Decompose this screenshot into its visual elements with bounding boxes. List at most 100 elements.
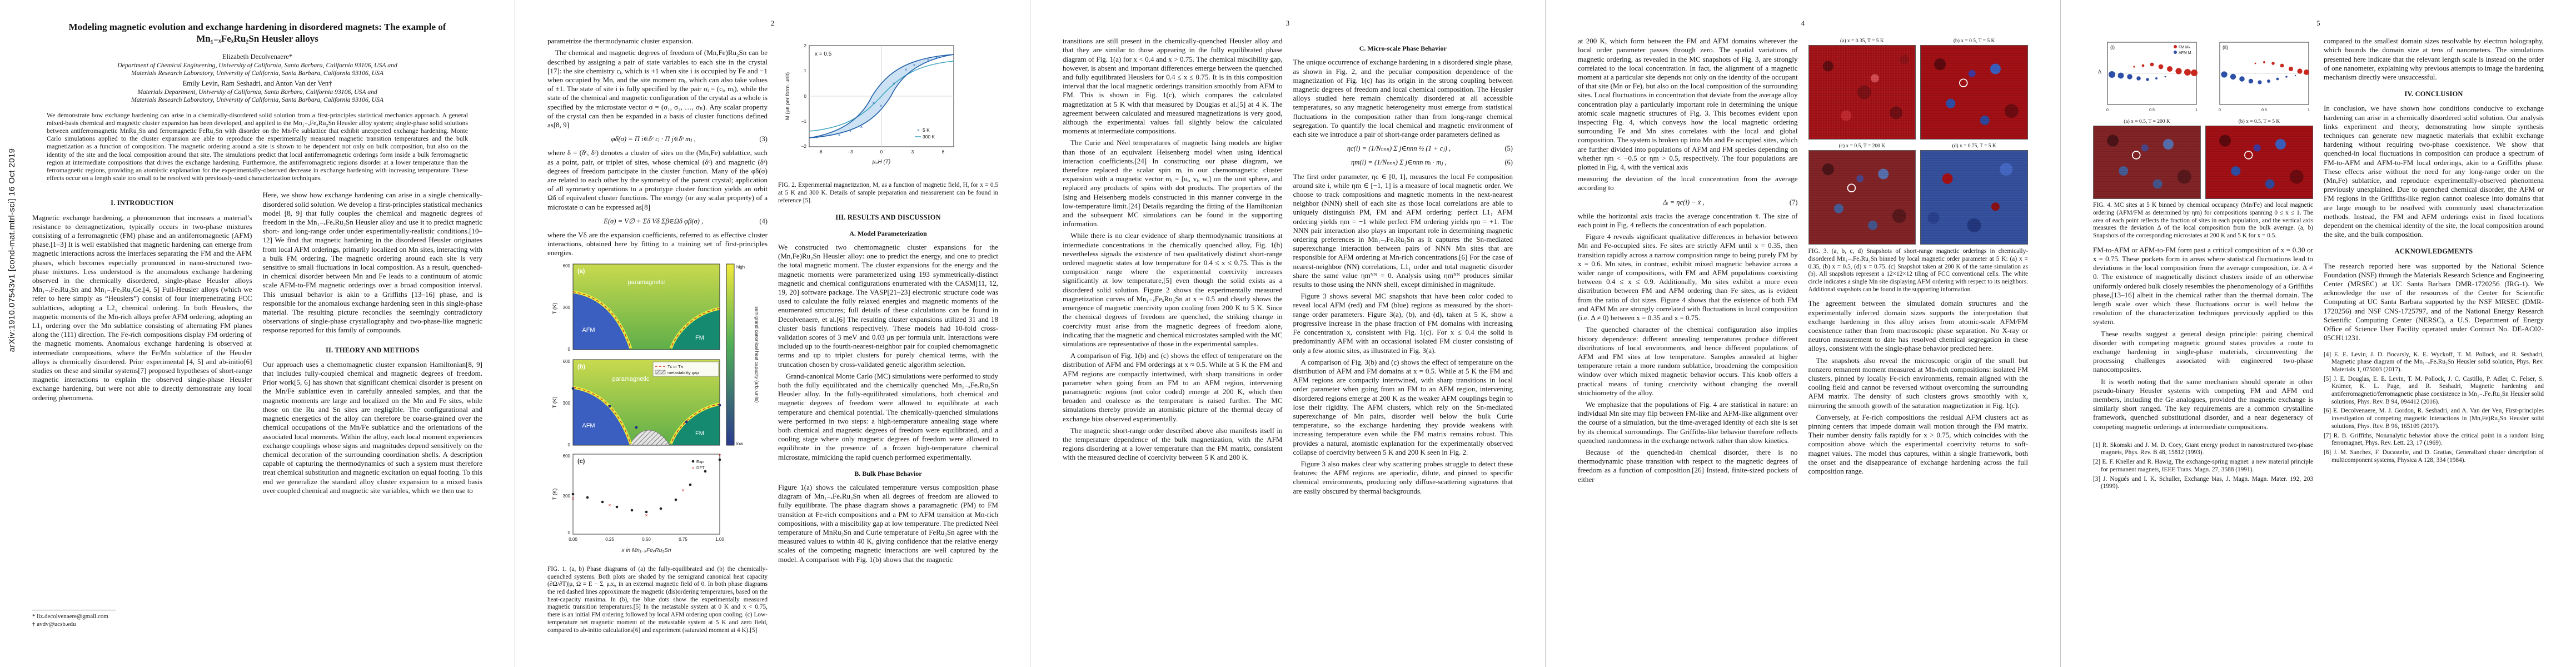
snapshot-label: (a) x = 0.35, T = 5 K	[1840, 38, 1884, 44]
x-axis-label: x in Mn₁₋ₓFeₓRu₂Sn	[621, 547, 671, 554]
equation-number: (4)	[759, 217, 768, 225]
footnote-email-2[interactable]: † avdv@ucsb.edu	[32, 621, 76, 628]
paramagnetic-label: paramagnetic	[612, 376, 650, 382]
paragraph: These results suggest a general design p…	[2093, 329, 2313, 374]
reference-entry: [7] R. B. Griffiths, Nonanalytic behavio…	[2324, 432, 2544, 447]
paragraph: FM-to-AFM or AFM-to-FM form past a criti…	[2093, 245, 2313, 326]
equation-5: ηc(i) = (1/Nₙₙₙ) Σ j∈nnn ½ (1 + cⱼ) , (5…	[1293, 144, 1513, 153]
axis-tick-label: 300	[563, 305, 571, 310]
equation-body: ηm(i) = (1/Nₙₙₙ) Σ j∈nnn mᵢ · mⱼ ,	[1351, 158, 1447, 167]
equation-number: (5)	[1504, 145, 1513, 153]
author-2: Emily Levin, Ram Seshadri, and Anton Van…	[182, 79, 332, 87]
axis-tick-label: 0.00	[569, 537, 577, 542]
axis-tick-label: 0.5	[2261, 108, 2267, 112]
svg-text:×: ×	[893, 81, 895, 86]
panel-tag: (i)	[2110, 44, 2115, 50]
footnote-block: * liz.decolvenaere@gmail.com † avdv@ucsb…	[32, 603, 252, 629]
composition-annotation: x = 0.5	[815, 51, 832, 57]
figure-1-caption: FIG. 1. (a, b) Phase diagrams of (a) the…	[547, 565, 768, 634]
paragraph: In conclusion, we have shown how conditi…	[2324, 104, 2544, 239]
equation-number: (7)	[1789, 198, 1798, 206]
paragraph: The first order parameter, ηc ∈ [0, 1], …	[1293, 172, 1513, 289]
reference-entry: [5] J. E. Douglas, E. E. Levin, T. M. Po…	[2324, 375, 2544, 405]
mc-snapshot-image	[1808, 150, 1916, 245]
snapshot-label: (c) x = 0.5, T = 200 K	[1838, 143, 1886, 150]
axis-tick-label: 3	[911, 150, 914, 155]
paragraph: The research reported here was supported…	[2324, 261, 2544, 342]
paragraph: Conversely, at Fe-rich compositions the …	[1808, 412, 2029, 476]
y-axis-label: T (K)	[552, 488, 558, 500]
afm-label: AFM	[582, 422, 595, 429]
axis-tick-label: 0	[880, 150, 883, 155]
paragraph: The snapshots also reveal the microscopi…	[1808, 356, 2029, 410]
axis-tick-label: 2	[804, 43, 807, 48]
equation-7: Δᵢ = ηc(i) − x̄ , (7)	[1578, 198, 1798, 207]
colorbar-low-label: low	[736, 441, 743, 446]
svg-text:×: ×	[927, 57, 930, 62]
equation-number: (3)	[759, 135, 768, 143]
axis-tick-label: 0.50	[642, 537, 651, 542]
figure-2: × × × × × × × × × × × x = 0.5 × 5 K 300 K 2 1 0	[778, 38, 998, 179]
subsection-heading-microscale: C. Micro-scale Phase Behavior	[1359, 44, 1447, 53]
author-1: Elizabeth Decolvenaere*	[222, 53, 293, 61]
affiliation-1b: Materials Research Laboratory, Universit…	[131, 69, 384, 77]
axis-tick-label: −2	[801, 144, 807, 149]
figure-2-caption: FIG. 2. Experimental magnetization, M, a…	[778, 182, 998, 204]
figure-3-caption: FIG. 3. (a, b, c, d) Snapshots of short-…	[1808, 248, 2029, 293]
svg-text:×: ×	[860, 125, 863, 130]
affiliation-2b: Materials Research Laboratory, Universit…	[131, 96, 384, 103]
affiliation-1a: Department of Chemical Engineering, Univ…	[117, 62, 397, 69]
fm-label: FM	[695, 335, 704, 341]
panel-tag: (ii)	[2223, 44, 2228, 50]
panel-a-fm-region	[670, 309, 720, 350]
affiliation-2a: Materials Department, University of Cali…	[137, 88, 377, 96]
paragraph: Our approach uses a chemomagnetic cluste…	[262, 360, 483, 495]
page-number: 4	[1801, 19, 1805, 27]
equation-body: Δᵢ = ηc(i) − x̄ ,	[1663, 198, 1705, 206]
y-axis-label: Δ	[2098, 69, 2101, 74]
section-heading-conclusion: IV. CONCLUSION	[2404, 90, 2463, 98]
paragraph: Figure 3 also makes clear why scattering…	[1293, 459, 1513, 495]
paragraph: The unique occurrence of exchange harden…	[1293, 58, 1513, 139]
colorbar-axis-label: semigrand canonical heat capacity (arb. …	[754, 306, 760, 403]
figure-4-snapshot-b: (b) x = 0.5, T = 5 K	[2205, 118, 2313, 200]
figure-4-snapshot-a: (a) x = 0.5, T = 200 K	[2093, 118, 2201, 200]
paragraph: parametrize the thermodynamic cluster ex…	[547, 37, 694, 46]
panel-b-afm-region	[573, 388, 630, 445]
x-axis-label: μ₀H (T)	[872, 159, 890, 165]
footnote-email-1[interactable]: * liz.decolvenaere@gmail.com	[32, 613, 108, 620]
paragraph: where the Vδ are the expansion coefficie…	[547, 231, 768, 257]
svg-text:×: ×	[571, 496, 574, 501]
paragraph: Grand-canonical Monte Carlo (MC) simulat…	[778, 371, 998, 461]
axis-tick-label: 1	[2308, 108, 2310, 112]
panel-a-tag: (a)	[577, 268, 585, 275]
arxiv-stamp: arXiv:1910.07543v1 [cond-mat.mtrl-sci] 1…	[7, 148, 17, 352]
axis-tick-label: 600	[563, 263, 571, 268]
reference-entry: [2] E. F. Kneller and R. Hawig, The exch…	[2093, 459, 2313, 473]
curve-5k-ascending	[809, 54, 954, 139]
section-heading-introduction: I. INTRODUCTION	[111, 199, 174, 207]
paper-title: Modeling magnetic evolution and exchange…	[68, 22, 446, 44]
figure-1: (a) paramagnetic AFM FM 600 300 0 T (K) …	[547, 261, 768, 563]
svg-text:×: ×	[935, 55, 938, 60]
mc-snapshot-image	[2093, 126, 2201, 200]
paragraph: While there is no clear evidence of shar…	[1063, 231, 1283, 348]
panel-b-tag: (b)	[577, 364, 585, 370]
paragraph: The chemical and magnetic degrees of fre…	[547, 48, 768, 130]
axis-tick-label: 600	[563, 454, 571, 459]
paragraph: The quenched character of the chemical c…	[1578, 325, 1798, 397]
equation-body: φδ(σ) = Π i∈δᶜ cᵢ · Π j∈δˢ mⱼ ,	[611, 135, 696, 143]
paragraph: while the horizontal axis tracks the ave…	[1578, 211, 1798, 230]
mc-snapshot-image	[1920, 150, 2028, 245]
panel-c-plot	[572, 454, 720, 535]
svg-text:×: ×	[849, 129, 852, 134]
snapshot-label: (b) x = 0.5, T = 5 K	[1953, 38, 1995, 44]
axis-tick-label: 0	[568, 442, 571, 447]
section-heading-acknowledgments: ACKNOWLEDGMENTS	[2394, 247, 2473, 256]
figure-4-population-plot-ii: (ii) 0 0.5	[2219, 42, 2310, 112]
page-5: 5 (i) FM M₊ AFM M₋	[2061, 0, 2576, 667]
afm-label: AFM	[582, 327, 595, 334]
reference-entry: [8] J. M. Sanchez, F. Ducastelle, and D.…	[2324, 449, 2544, 464]
y-axis-label: M (μʙ per form. unit)	[785, 72, 791, 120]
